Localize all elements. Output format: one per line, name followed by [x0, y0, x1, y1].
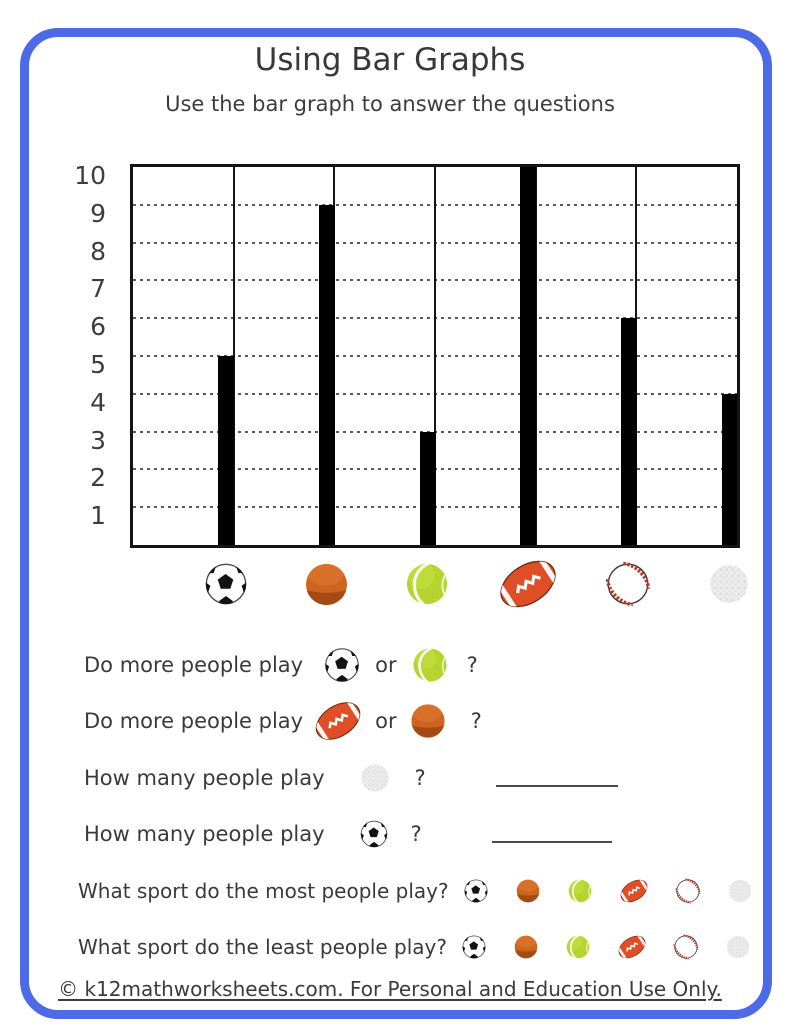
question-row: How many people play? — [84, 810, 612, 858]
bar-baseball — [620, 318, 637, 545]
soccer-ball-icon — [203, 561, 249, 607]
question-mark: ? — [470, 709, 482, 733]
page-title: Using Bar Graphs — [254, 42, 526, 78]
basketball-ball-icon — [409, 702, 447, 740]
answer-blank — [491, 841, 612, 843]
chart-plot-area — [130, 164, 740, 548]
question-mark: ? — [410, 822, 422, 846]
page-subtitle: Use the bar graph to answer the question… — [165, 92, 615, 116]
connector-text: or — [375, 653, 397, 677]
bar-basketball — [318, 204, 335, 545]
baseball-ball-icon — [674, 878, 701, 904]
baseball-ball-icon — [673, 934, 699, 960]
football-ball-icon — [313, 696, 363, 746]
tennis-ball-icon — [565, 934, 591, 960]
soccer-ball-icon — [461, 934, 487, 960]
question-text: Do more people play — [84, 653, 304, 677]
y-axis-tick-label: 9 — [90, 198, 106, 228]
question-text: How many people play — [84, 822, 325, 846]
soccer-ball-icon — [359, 819, 389, 849]
tennis-ball-icon — [567, 878, 593, 904]
y-axis-tick-label: 1 — [90, 501, 106, 531]
tennis-ball-icon — [404, 561, 450, 607]
question-row: Do more people play or? — [84, 641, 478, 689]
y-axis-tick-label: 6 — [90, 312, 106, 342]
y-axis-tick-label: 3 — [90, 425, 106, 455]
question-mark: ? — [414, 766, 426, 790]
question-row: How many people play? — [84, 754, 618, 802]
bar-tennis — [419, 431, 436, 545]
tennis-ball-icon — [411, 646, 449, 684]
golf-ball-icon — [726, 935, 750, 959]
y-axis-tick-label: 5 — [90, 350, 106, 379]
y-axis-tick-label: 8 — [90, 236, 106, 266]
baseball-ball-icon — [605, 561, 652, 607]
y-axis-tick-label: 7 — [90, 274, 106, 304]
footer-credit-link[interactable]: © k12mathworksheets.com. For Personal an… — [58, 977, 722, 1001]
soccer-ball-icon — [323, 646, 361, 684]
football-ball-icon — [617, 932, 647, 962]
connector-text: or — [375, 709, 397, 733]
question-text: How many people play — [84, 766, 325, 790]
football-ball-icon — [619, 876, 649, 906]
golf-ball-icon — [728, 879, 751, 903]
basketball-ball-icon — [515, 878, 541, 904]
answer-blank — [495, 785, 618, 787]
column-divider — [434, 167, 436, 545]
soccer-ball-icon — [463, 878, 489, 904]
y-axis-tick-label: 4 — [90, 387, 106, 417]
bar-football — [520, 167, 537, 545]
question-text: What sport do the least people play? — [78, 935, 447, 959]
football-ball-icon — [497, 553, 559, 615]
bar-golf — [721, 393, 737, 545]
question-text: What sport do the most people play? — [78, 879, 449, 903]
question-mark: ? — [466, 653, 478, 677]
y-axis-tick-label: 2 — [90, 463, 106, 493]
question-row: Do more people play or? — [84, 697, 482, 745]
y-axis-tick-label: 10 — [74, 161, 106, 190]
question-text: Do more people play — [84, 709, 304, 733]
bar-soccer — [218, 356, 235, 545]
page-border-frame — [20, 28, 772, 1019]
golf-ball-icon — [710, 565, 748, 603]
question-row: What sport do the least people play? — [78, 923, 751, 971]
question-row: What sport do the most people play? — [78, 867, 753, 915]
golf-ball-icon — [360, 764, 389, 792]
basketball-ball-icon — [303, 561, 350, 608]
basketball-ball-icon — [513, 934, 539, 960]
